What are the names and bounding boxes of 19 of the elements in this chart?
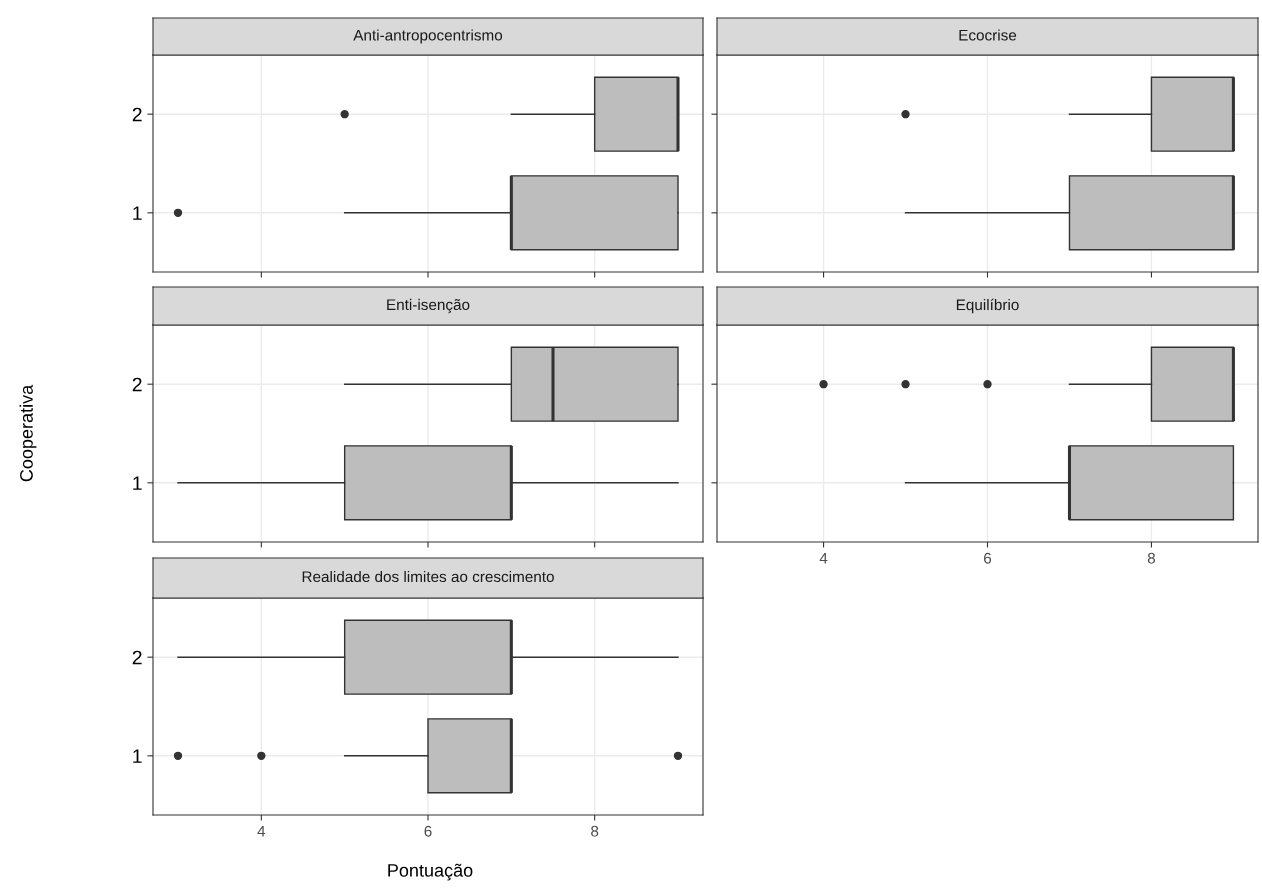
x-tick-label: 6 bbox=[984, 552, 992, 564]
y-tick-label: 2 bbox=[132, 650, 142, 665]
x-tick-label: 4 bbox=[257, 825, 266, 837]
x-axis-title: Pontuação bbox=[388, 863, 473, 881]
chart-title: Equilíbrio bbox=[956, 298, 1019, 314]
y-tick-label: 1 bbox=[133, 476, 142, 490]
chart-title: Realidade dos limites ao crescimento bbox=[302, 570, 554, 583]
x-tick-label: 4 bbox=[819, 552, 828, 564]
y-tick-label: 1 bbox=[133, 749, 142, 763]
y-tick-label: 1 bbox=[133, 206, 142, 220]
chart-title: Anti-antropocentrismo bbox=[353, 29, 503, 44]
x-tick-label: 8 bbox=[1147, 552, 1156, 564]
chart-title: Ecocrise bbox=[959, 29, 1017, 41]
y-tick-label: 2 bbox=[132, 377, 142, 392]
y-axis-title: Cooperativa bbox=[19, 384, 37, 482]
y-tick-label: 2 bbox=[132, 107, 142, 122]
chart-title: Enti-isenção bbox=[387, 298, 470, 314]
x-tick-label: 6 bbox=[424, 825, 432, 837]
x-tick-label: 8 bbox=[591, 825, 599, 837]
